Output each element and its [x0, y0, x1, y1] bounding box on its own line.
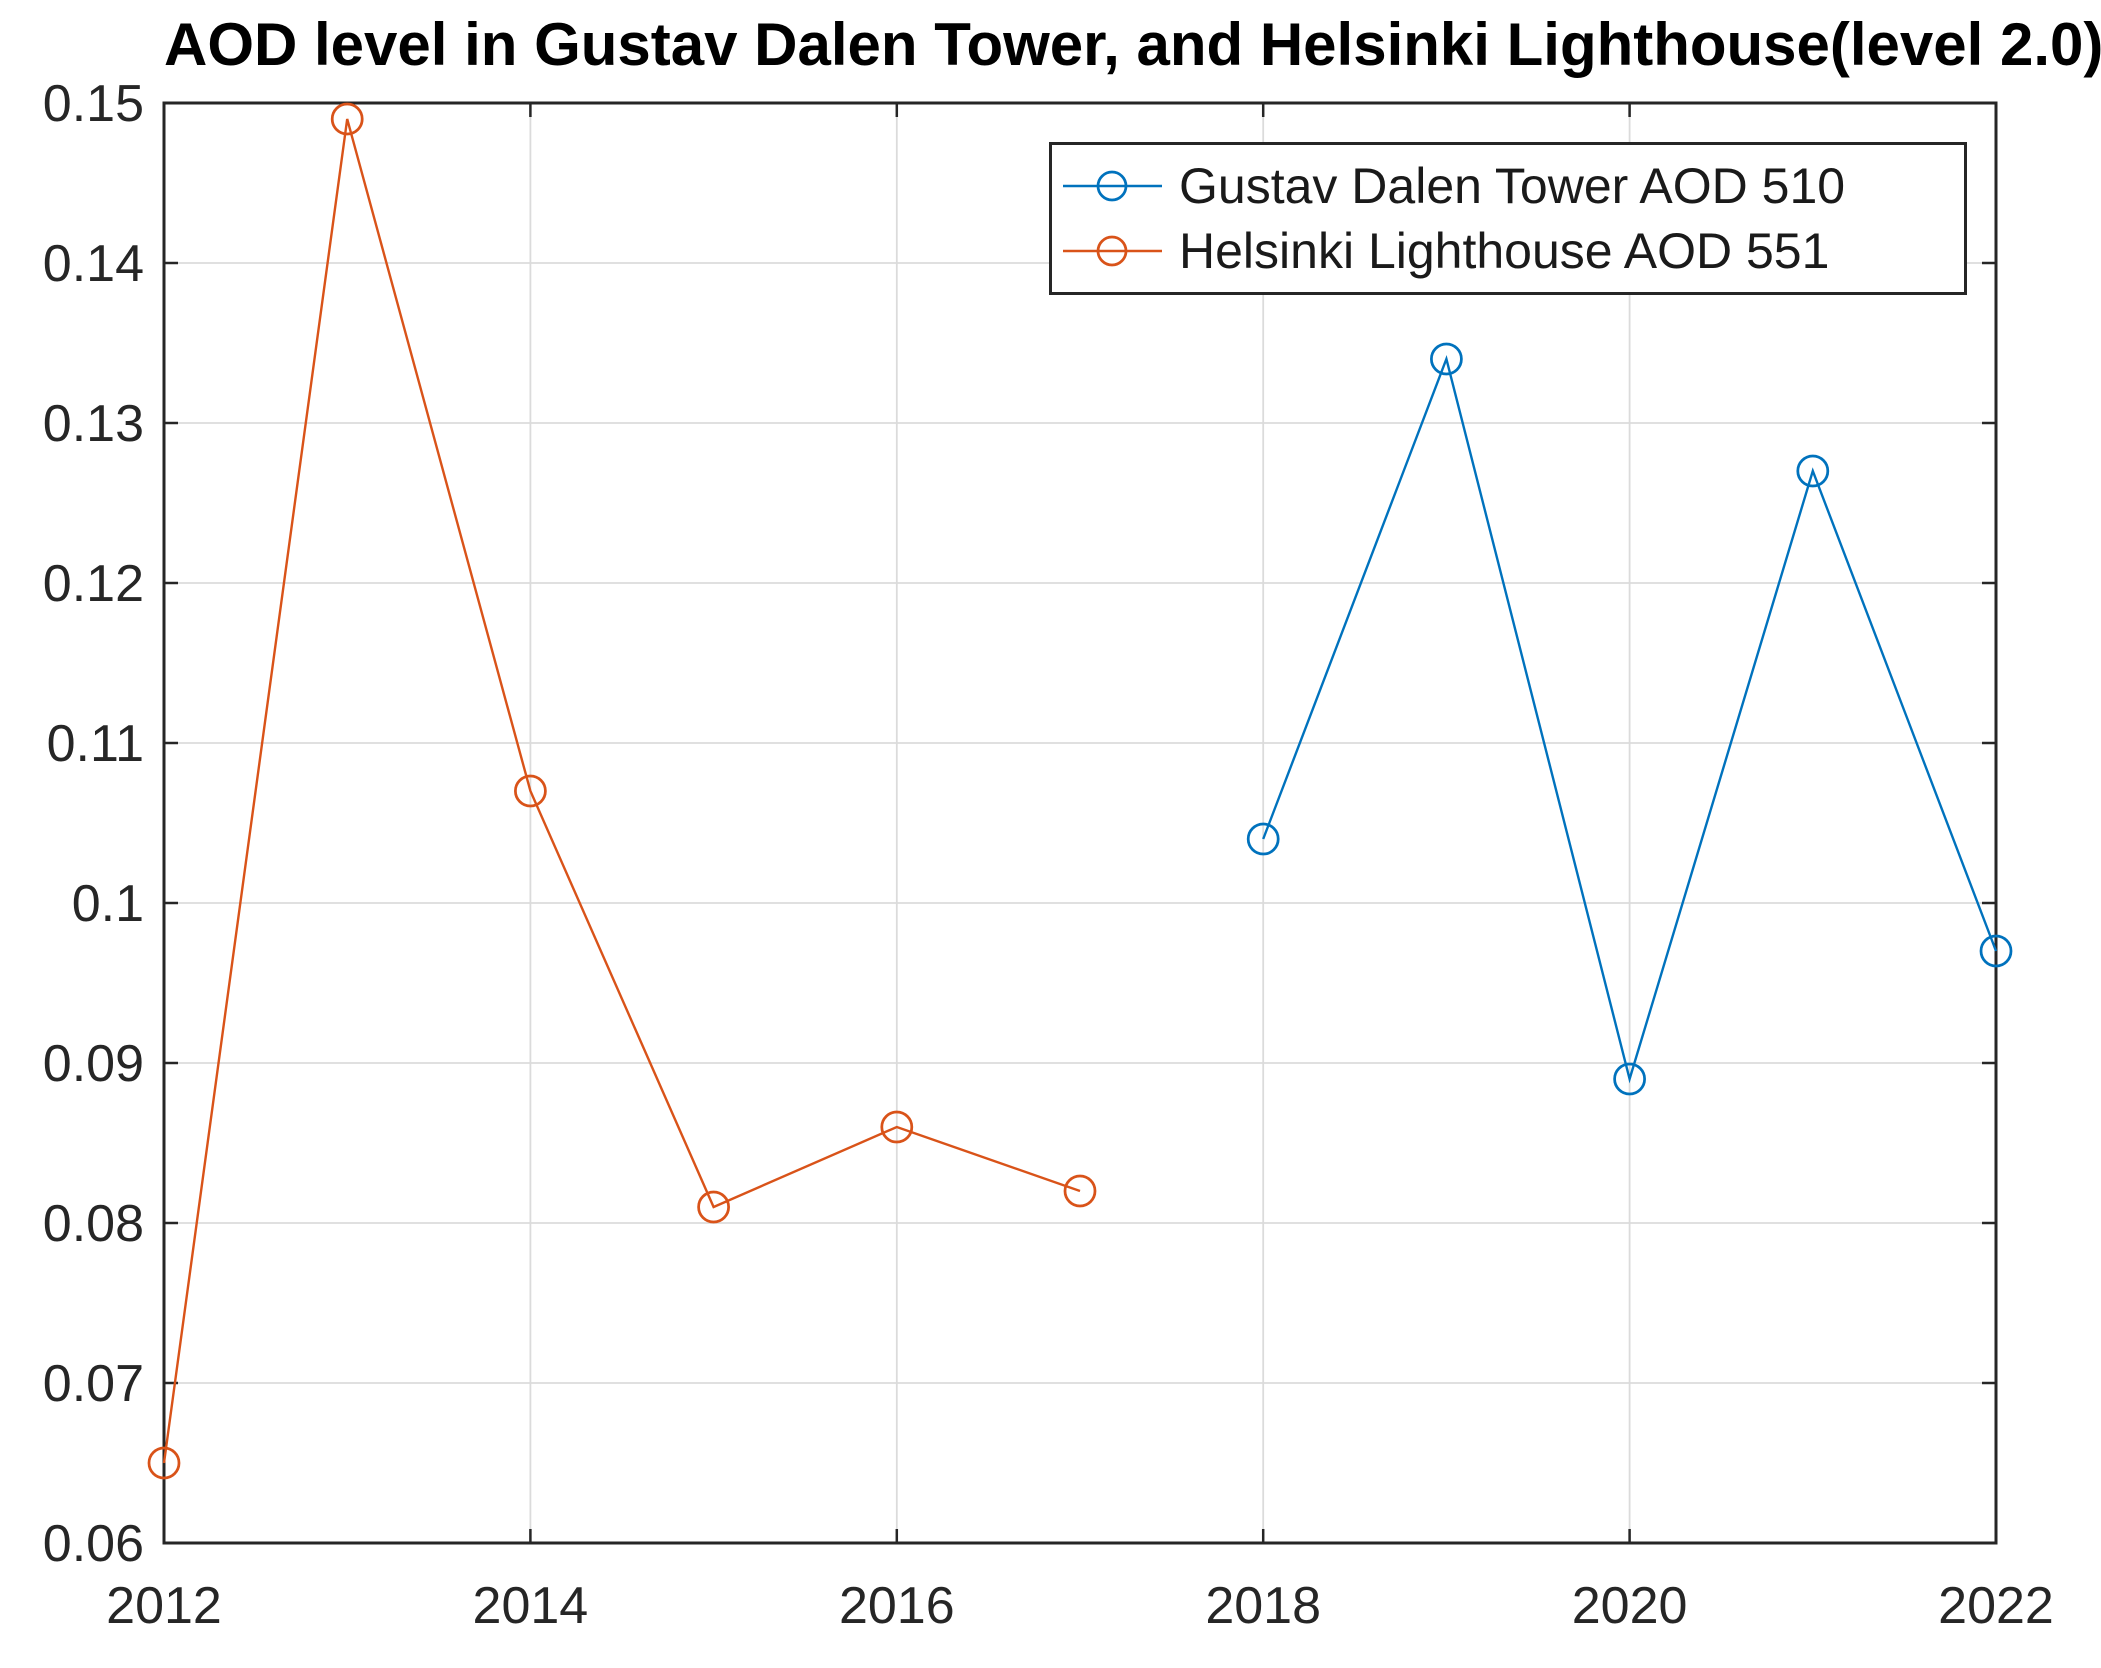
x-tick-label: 2012: [106, 1577, 222, 1635]
legend-label: Helsinki Lighthouse AOD 551: [1179, 223, 1830, 280]
legend-line-circle-marker-icon: [1063, 170, 1162, 202]
data-point-marker: [1979, 934, 2013, 968]
legend-label: Gustav Dalen Tower AOD 510: [1179, 157, 1846, 214]
data-point-marker: [147, 1446, 181, 1480]
y-tick-label: 0.09: [43, 1035, 144, 1093]
axes-box: [162, 101, 1998, 1545]
y-tick-label: 0.14: [43, 235, 144, 293]
data-point-marker: [1430, 342, 1463, 376]
data-point-marker: [330, 102, 364, 136]
data-point-marker: [1246, 822, 1280, 856]
y-tick-label: 0.06: [43, 1515, 144, 1573]
legend-line-circle-marker-icon: [1063, 235, 1162, 267]
chart-title: AOD level in Gustav Dalen Tower, and Hel…: [164, 11, 2101, 78]
x-tick-label: 2016: [839, 1577, 955, 1635]
x-tick-label: 2020: [1572, 1577, 1688, 1635]
series-line: [1262, 355, 1998, 1084]
data-point-marker: [880, 1110, 914, 1144]
data-point-marker: [697, 1190, 730, 1224]
x-tick-label: 2022: [1938, 1577, 2054, 1635]
legend-entry-gustav-dalen-tower: Gustav Dalen Tower AOD 510: [1060, 157, 1964, 215]
data-point-marker: [1796, 454, 1830, 488]
x-tick-label: 2018: [1205, 1577, 1321, 1635]
data-point-marker: [1063, 1174, 1097, 1208]
legend-entry-helsinki-lighthouse: Helsinki Lighthouse AOD 551: [1060, 222, 1964, 280]
y-tick-label: 0.12: [43, 555, 144, 613]
legend: Gustav Dalen Tower AOD 510 Helsinki Ligh…: [1049, 142, 1967, 295]
y-tick-label: 0.07: [43, 1355, 144, 1413]
data-point-marker: [514, 774, 547, 808]
x-tick-label: 2014: [473, 1577, 589, 1635]
y-tick-label: 0.08: [43, 1195, 144, 1253]
y-tick-label: 0.13: [43, 395, 144, 453]
y-tick-label: 0.15: [43, 75, 144, 133]
y-tick-label: 0.11: [47, 715, 144, 773]
series-line: [162, 118, 1081, 1464]
y-tick-label: 0.1: [72, 875, 144, 933]
data-point-marker: [1613, 1062, 1646, 1096]
